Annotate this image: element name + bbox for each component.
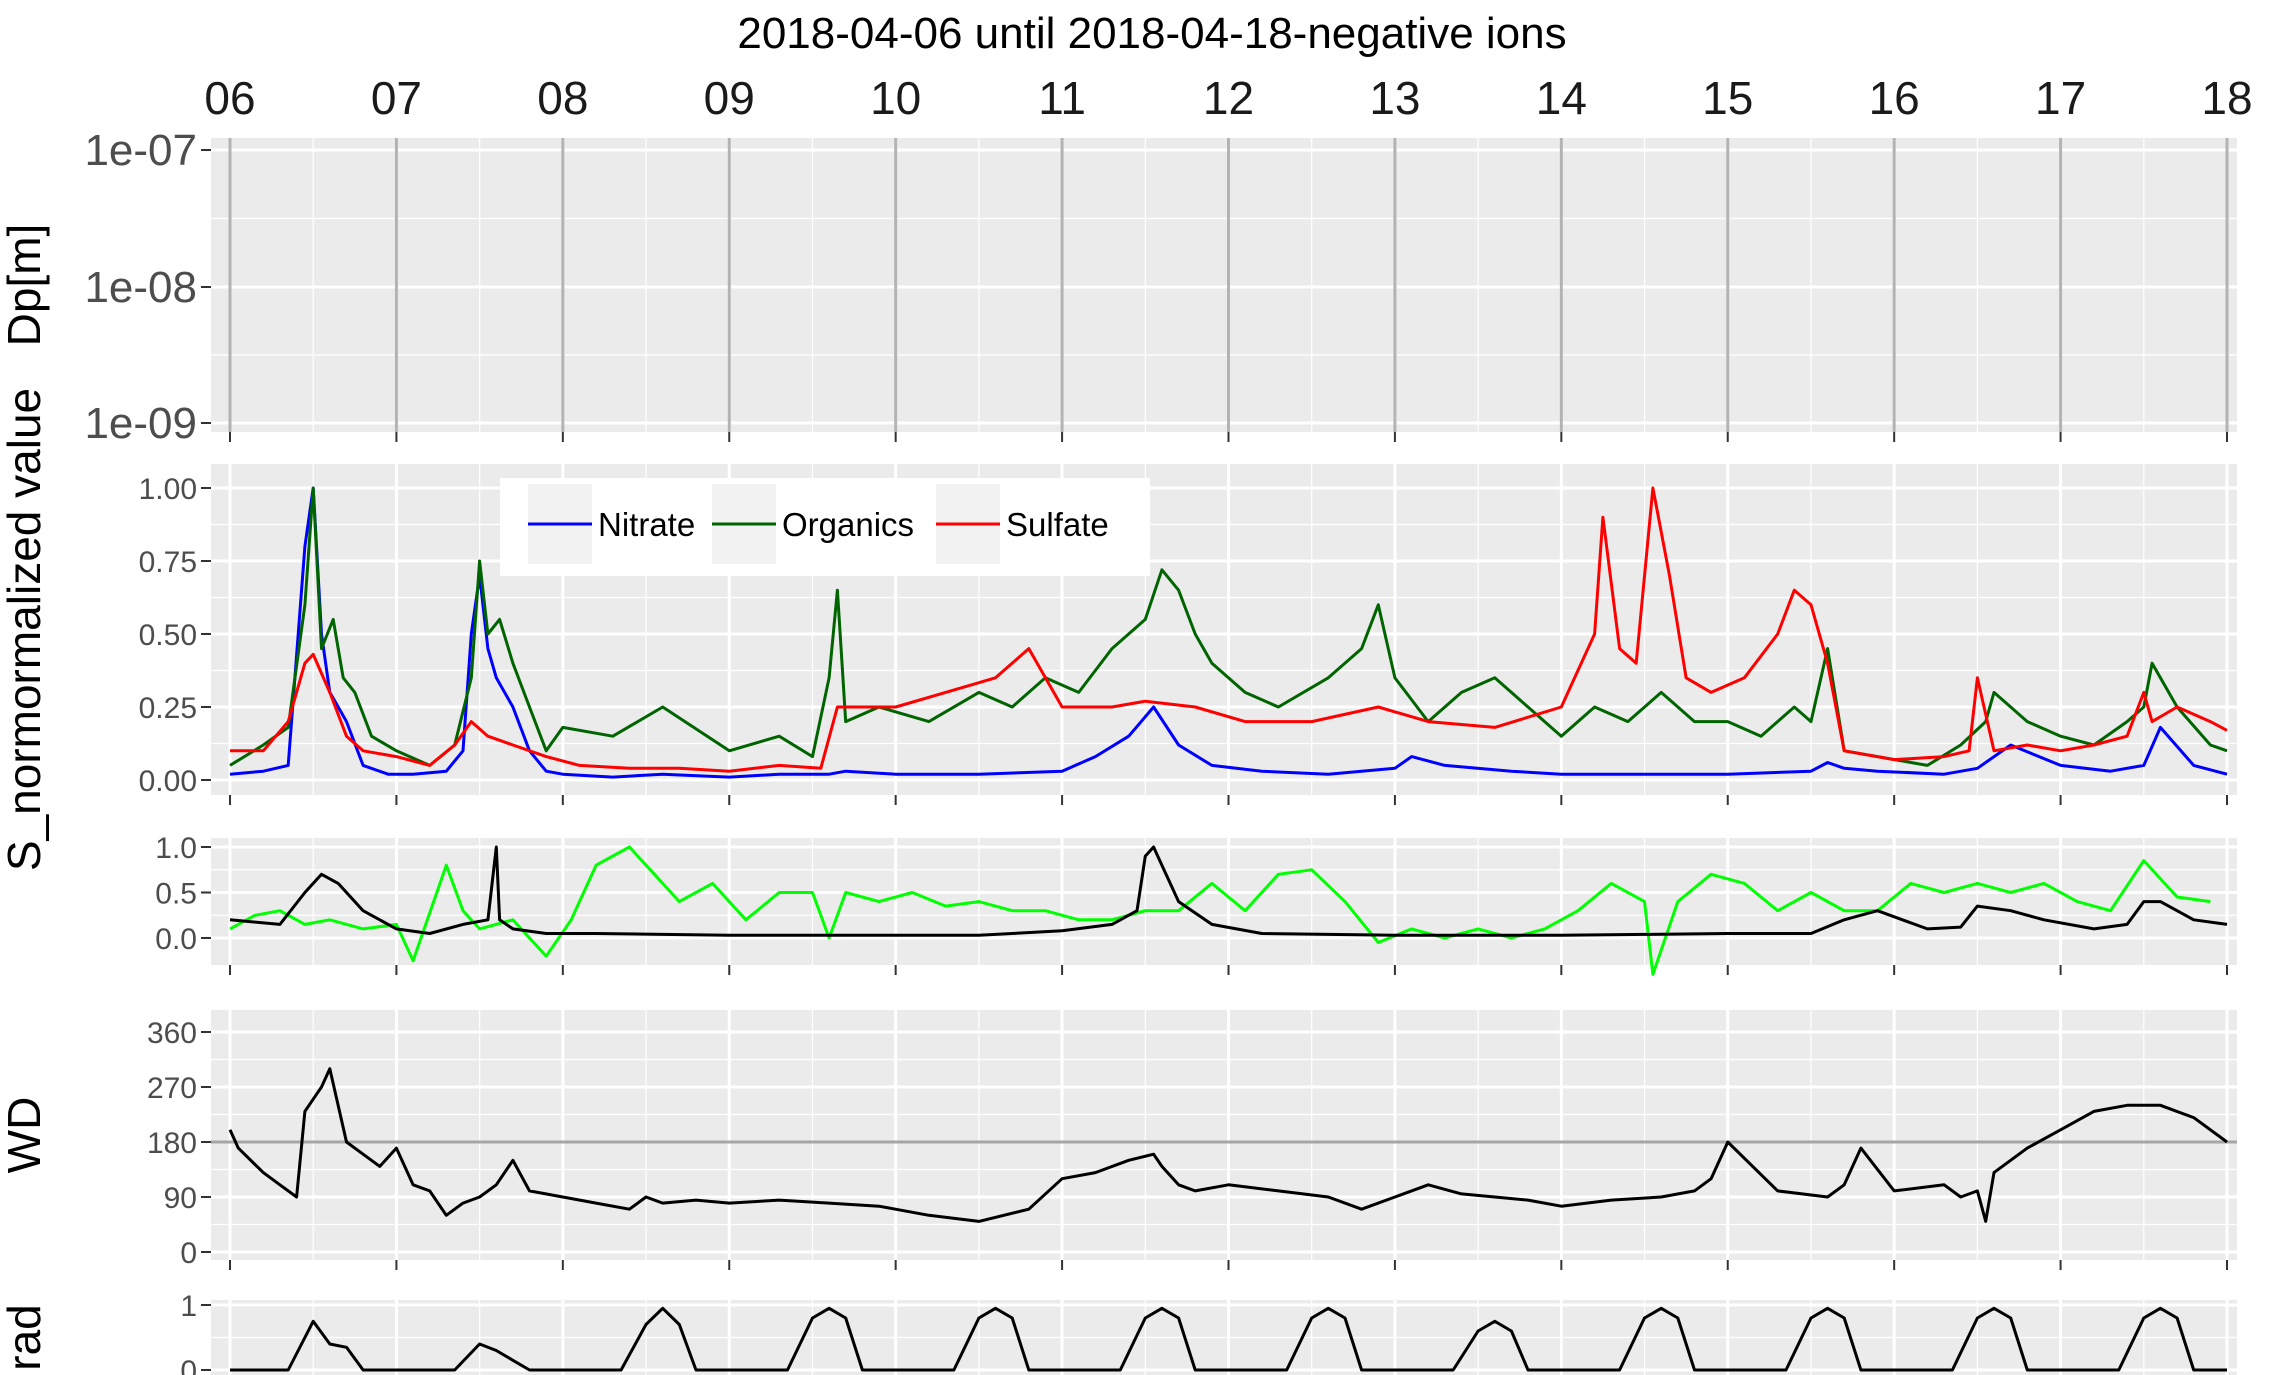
x-tick-label: 10 — [870, 72, 921, 124]
series-line-nitrate — [229, 486, 2228, 779]
y-tick-label: 0.75 — [139, 546, 197, 579]
panel-dp: 1e-07 1e-08 1e-09 Dp[m] — [0, 126, 2237, 448]
legend-label-sulfate: Sulfate — [1006, 506, 1109, 543]
series-line-cs-0 — [229, 845, 2211, 976]
y-tick-label: 90 — [164, 1182, 197, 1215]
x-tick-label: 06 — [204, 72, 255, 124]
y-tick-label: 180 — [147, 1127, 197, 1160]
panels: 06 07 08 09 10 11 12 13 14 15 16 17 181e-071e-081e-0… — [0, 72, 2253, 1375]
series-line-cs-1 — [229, 845, 2228, 937]
legend-label-organics: Organics — [782, 506, 914, 543]
y-tick-label: 1.0 — [155, 832, 197, 865]
panel-composition: 1.00 0.75 0.50 0.25 0.00 S_normormalized valu… — [0, 388, 2237, 871]
y-tick-label: 0.00 — [139, 765, 197, 798]
y-tick-label: 0 — [180, 1237, 197, 1270]
x-tick-label: 09 — [704, 72, 755, 124]
y-tick-label: 1e-07 — [84, 126, 197, 175]
y-tick-label: 1 — [180, 1290, 197, 1323]
panel-cs: 1.0 0.5 0.0 — [155, 832, 2237, 976]
panel-background — [211, 838, 2237, 965]
y-axis-title: S_normormalized value — [0, 388, 50, 871]
legend-label-nitrate: Nitrate — [598, 506, 695, 543]
x-tick-label: 17 — [2035, 72, 2086, 124]
x-tick-label: 07 — [371, 72, 422, 124]
y-tick-label: 270 — [147, 1072, 197, 1105]
series-line-wd-0 — [228, 1067, 2228, 1223]
y-tick-label: 0.5 — [155, 878, 197, 911]
legend-box — [500, 478, 1150, 576]
x-tick-label: 18 — [2201, 72, 2252, 124]
x-tick-label: 12 — [1203, 72, 1254, 124]
y-axis-title: rad — [0, 1304, 50, 1370]
y-tick-label: 1e-08 — [84, 263, 197, 312]
y-tick-label: 0.25 — [139, 692, 197, 725]
y-tick-label: 360 — [147, 1017, 197, 1050]
x-tick-label: 14 — [1536, 72, 1587, 124]
panel-wd: 360 270 180 90 0 WD — [0, 1010, 2237, 1270]
panel-background — [211, 138, 2237, 432]
y-tick-label: 1e-09 — [84, 399, 197, 448]
chart-title: 2018-04-06 until 2018-04-18-negative ion… — [737, 9, 1566, 58]
x-tick-label: 11 — [1038, 72, 1086, 124]
panel-background — [211, 1010, 2237, 1260]
y-tick-label: 0.0 — [155, 923, 197, 956]
y-tick-label: 0.50 — [139, 619, 197, 652]
series-line-sulfate — [230, 486, 2228, 773]
series-line-organics — [229, 486, 2228, 767]
y-tick-label: 0 — [180, 1355, 197, 1375]
y-axis-title: Dp[m] — [0, 224, 50, 347]
y-tick-label: 1.00 — [139, 473, 197, 506]
series-line-rad-0 — [230, 1306, 2227, 1372]
x-tick-label: 15 — [1702, 72, 1753, 124]
panel-rad: 1 0 rad — [0, 1290, 2237, 1375]
legend: Nitrate Organics Sulfate — [500, 478, 1150, 576]
x-tick-label: 08 — [537, 72, 588, 124]
y-axis-title: WD — [0, 1097, 50, 1174]
x-tick-label: 13 — [1369, 72, 1420, 124]
x-tick-label: 16 — [1869, 72, 1920, 124]
